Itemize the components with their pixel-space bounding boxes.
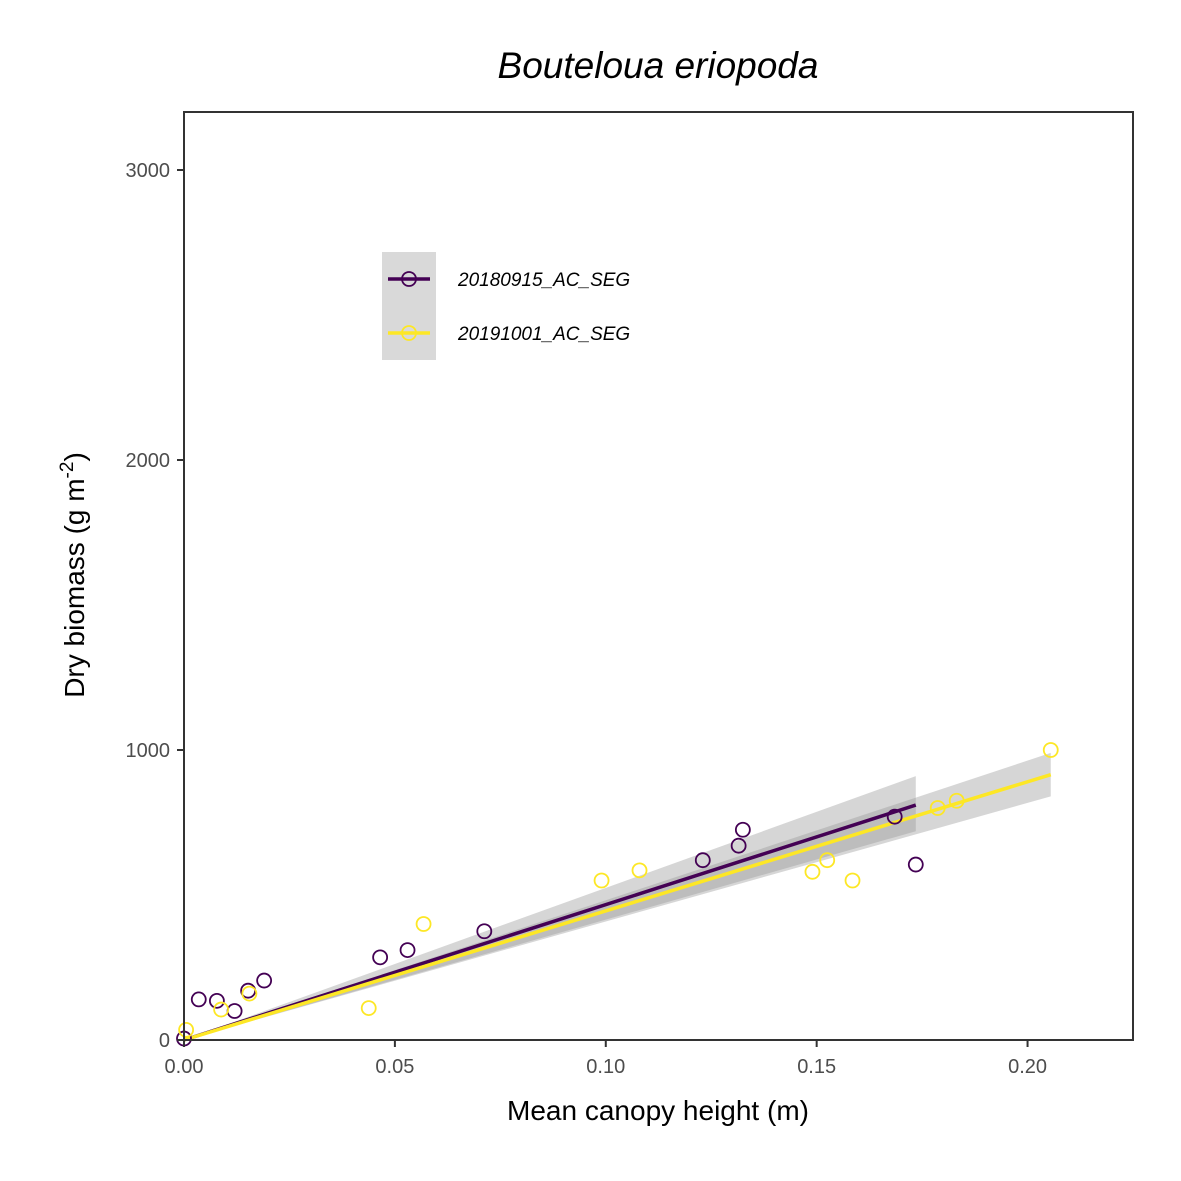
point-s1-10 [694, 852, 711, 869]
point-s1-3 [208, 992, 225, 1009]
point-s2-3 [241, 985, 258, 1002]
legend: 20180915_AC_SEG 20191001_AC_SEG [382, 252, 630, 360]
y-tick-label-2: 1000 [126, 740, 171, 762]
x-tick-label-3: 0.10 [586, 1056, 625, 1078]
confidence-bands [184, 752, 1051, 1040]
point-s2-5 [415, 916, 432, 932]
point-s2-7 [631, 862, 648, 879]
legend-label-1: 20180915_AC_SEG [457, 270, 630, 291]
legend-label-2: 20191001_AC_SEG [457, 324, 630, 345]
point-s1-11 [730, 837, 747, 854]
y-axis-title-close: ) [59, 452, 90, 461]
point-s1-13 [886, 808, 903, 825]
point-s2-13 [1042, 742, 1059, 758]
point-s2-1 [178, 1021, 195, 1038]
y-tick-label-4: 3000 [126, 160, 171, 182]
plot-panel-border [183, 111, 1134, 1041]
point-s1-6 [256, 972, 273, 989]
y-axis: 0 1000 2000 3000 [126, 160, 184, 1052]
legend-key-background [382, 252, 436, 360]
point-s1-4 [226, 1003, 243, 1019]
point-s1-8 [399, 942, 416, 958]
fit-line-2 [183, 772, 1052, 1042]
chart-title: Bouteloua eriopoda [498, 45, 819, 86]
confidence-band-2 [184, 752, 1051, 1040]
y-axis-title: Dry biomass (g m-2) [57, 452, 90, 698]
y-axis-title-main: Dry biomass (g m [59, 478, 90, 697]
point-s1-14 [907, 856, 924, 873]
x-tick-label-2: 0.05 [375, 1056, 414, 1078]
point-s1-9 [476, 923, 493, 940]
y-axis-title-sup: -2 [57, 462, 78, 479]
x-tick-label-4: 0.15 [797, 1056, 836, 1078]
data-points [176, 742, 1059, 1047]
x-axis-title: Mean canopy height (m) [507, 1095, 809, 1126]
legend-marker-1 [401, 271, 417, 287]
y-tick-label-3: 2000 [126, 450, 171, 472]
point-s1-2 [190, 991, 207, 1008]
x-tick-label-5: 0.20 [1008, 1056, 1047, 1078]
point-s1-7 [372, 949, 389, 966]
legend-marker-2 [401, 325, 417, 341]
point-s2-6 [593, 872, 610, 889]
y-tick-label-1: 0 [159, 1030, 170, 1052]
point-s2-10 [844, 872, 861, 889]
x-axis: 0.00 0.05 0.10 0.15 0.20 [165, 1040, 1047, 1078]
point-s2-2 [213, 1001, 230, 1018]
point-s2-8 [804, 863, 821, 880]
confidence-band-1 [184, 776, 916, 1040]
point-s2-9 [819, 852, 836, 869]
point-s2-12 [948, 792, 965, 809]
x-tick-label-1: 0.00 [165, 1056, 204, 1078]
point-s2-4 [360, 1000, 377, 1016]
point-s1-12 [734, 821, 751, 838]
fit-lines [183, 772, 1052, 1042]
point-s2-11 [929, 800, 946, 816]
